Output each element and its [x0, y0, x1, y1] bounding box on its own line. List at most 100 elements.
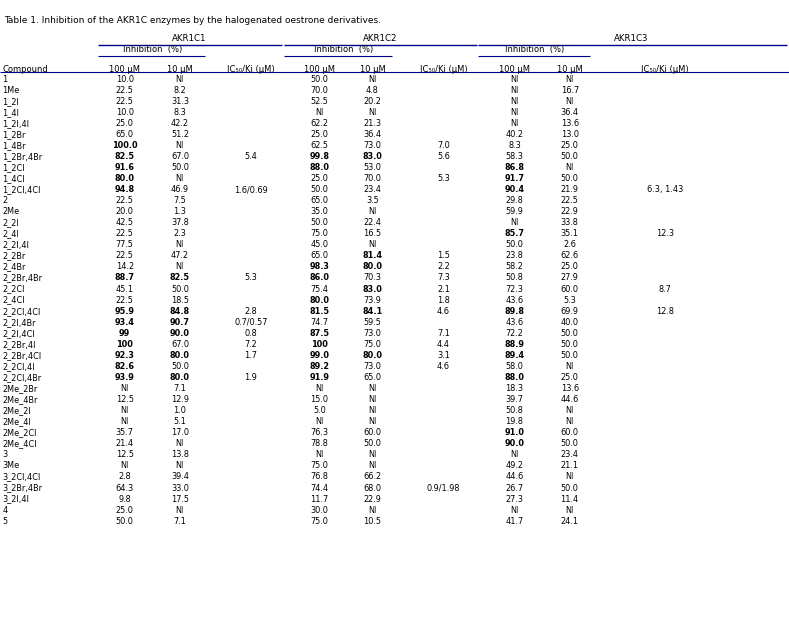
Text: 13.6: 13.6: [561, 384, 578, 393]
Text: 3.1: 3.1: [437, 351, 450, 360]
Text: 99: 99: [119, 329, 130, 338]
Text: 100 μM: 100 μM: [304, 65, 335, 73]
Text: 80.0: 80.0: [362, 351, 383, 360]
Text: 25.0: 25.0: [561, 141, 578, 150]
Text: 7.1: 7.1: [174, 517, 186, 525]
Text: 44.6: 44.6: [560, 395, 579, 404]
Text: NI: NI: [566, 163, 574, 172]
Text: NI: NI: [566, 406, 574, 415]
Text: 22.5: 22.5: [116, 196, 133, 205]
Text: 25.0: 25.0: [116, 505, 133, 515]
Text: 91.6: 91.6: [114, 163, 135, 172]
Text: 25.0: 25.0: [561, 263, 578, 271]
Text: 73.0: 73.0: [364, 362, 381, 371]
Text: 83.0: 83.0: [362, 152, 383, 161]
Text: NI: NI: [368, 450, 376, 460]
Text: NI: NI: [176, 439, 184, 448]
Text: 75.0: 75.0: [364, 340, 381, 349]
Text: Table 1. Inhibition of the AKR1C enzymes by the halogenated oestrone derivatives: Table 1. Inhibition of the AKR1C enzymes…: [4, 16, 381, 24]
Text: NI: NI: [176, 240, 184, 249]
Text: 60.0: 60.0: [364, 428, 381, 437]
Text: 8.3: 8.3: [508, 141, 521, 150]
Text: 100.0: 100.0: [112, 141, 137, 150]
Text: NI: NI: [176, 75, 184, 83]
Text: NI: NI: [566, 362, 574, 371]
Text: 5.3: 5.3: [563, 296, 576, 304]
Text: 10.0: 10.0: [116, 75, 133, 83]
Text: IC₅₀/Ki (μM): IC₅₀/Ki (μM): [420, 65, 467, 73]
Text: 22.5: 22.5: [116, 97, 133, 106]
Text: 6.3, 1.43: 6.3, 1.43: [647, 185, 683, 194]
Text: 2: 2: [2, 196, 7, 205]
Text: 13.0: 13.0: [561, 130, 578, 138]
Text: 2Me_2I: 2Me_2I: [2, 406, 31, 415]
Text: 50.0: 50.0: [171, 362, 189, 371]
Text: 8.3: 8.3: [174, 107, 186, 117]
Text: 45.0: 45.0: [311, 240, 328, 249]
Text: 74.7: 74.7: [311, 318, 328, 327]
Text: NI: NI: [316, 107, 323, 117]
Text: 100: 100: [116, 340, 133, 349]
Text: 83.0: 83.0: [362, 284, 383, 294]
Text: 53.0: 53.0: [364, 163, 381, 172]
Text: 1_4Br: 1_4Br: [2, 141, 26, 150]
Text: 90.7: 90.7: [170, 318, 190, 327]
Text: 88.7: 88.7: [114, 273, 135, 283]
Text: 76.8: 76.8: [311, 473, 328, 481]
Text: 10.5: 10.5: [364, 517, 381, 525]
Text: 2_2I,4Br: 2_2I,4Br: [2, 318, 36, 327]
Text: 25.0: 25.0: [311, 174, 328, 183]
Text: 77.5: 77.5: [116, 240, 133, 249]
Text: NI: NI: [566, 75, 574, 83]
Text: 81.5: 81.5: [309, 307, 330, 315]
Text: 1.3: 1.3: [174, 207, 186, 216]
Text: 2_2I,4Cl: 2_2I,4Cl: [2, 329, 35, 338]
Text: NI: NI: [121, 461, 129, 470]
Text: 2_2I,4I: 2_2I,4I: [2, 240, 29, 249]
Text: NI: NI: [176, 461, 184, 470]
Text: 0.7/0.57: 0.7/0.57: [234, 318, 267, 327]
Text: 90.0: 90.0: [504, 439, 525, 448]
Text: 22.5: 22.5: [116, 86, 133, 94]
Text: 17.5: 17.5: [171, 494, 189, 504]
Text: IC₅₀/Ki (μM): IC₅₀/Ki (μM): [227, 65, 275, 73]
Text: NI: NI: [176, 174, 184, 183]
Text: 84.8: 84.8: [170, 307, 190, 315]
Text: 80.0: 80.0: [114, 174, 135, 183]
Text: 88.9: 88.9: [504, 340, 525, 349]
Text: 89.4: 89.4: [504, 351, 525, 360]
Text: 23.4: 23.4: [364, 185, 381, 194]
Text: 50.0: 50.0: [364, 439, 381, 448]
Text: NI: NI: [176, 263, 184, 271]
Text: 3: 3: [2, 450, 7, 460]
Text: 22.5: 22.5: [116, 229, 133, 238]
Text: 46.9: 46.9: [171, 185, 189, 194]
Text: 17.0: 17.0: [171, 428, 189, 437]
Text: 13.6: 13.6: [561, 119, 578, 128]
Text: 22.4: 22.4: [364, 218, 381, 227]
Text: 1_2I: 1_2I: [2, 97, 19, 106]
Text: 69.9: 69.9: [561, 307, 578, 315]
Text: 62.2: 62.2: [311, 119, 328, 128]
Text: 4.4: 4.4: [437, 340, 450, 349]
Text: 93.9: 93.9: [114, 373, 135, 382]
Text: NI: NI: [510, 86, 518, 94]
Text: 0.8: 0.8: [245, 329, 257, 338]
Text: NI: NI: [121, 406, 129, 415]
Text: 40.0: 40.0: [561, 318, 578, 327]
Text: 67.0: 67.0: [171, 152, 189, 161]
Text: 2.8: 2.8: [245, 307, 257, 315]
Text: 1.8: 1.8: [437, 296, 450, 304]
Text: 5.6: 5.6: [437, 152, 450, 161]
Text: 66.2: 66.2: [364, 473, 381, 481]
Text: 1.0: 1.0: [174, 406, 186, 415]
Text: 67.0: 67.0: [171, 340, 189, 349]
Text: 4.6: 4.6: [437, 307, 450, 315]
Text: 1.9: 1.9: [245, 373, 257, 382]
Text: 50.0: 50.0: [561, 351, 578, 360]
Text: NI: NI: [368, 384, 376, 393]
Text: 2_2Cl: 2_2Cl: [2, 284, 24, 294]
Text: NI: NI: [566, 473, 574, 481]
Text: NI: NI: [368, 417, 376, 426]
Text: 35.0: 35.0: [311, 207, 328, 216]
